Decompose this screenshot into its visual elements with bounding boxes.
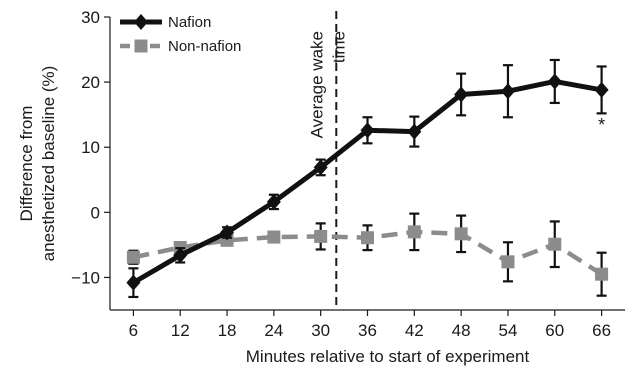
series-non-nafion (126, 212, 609, 297)
x-tick-label: 24 (264, 321, 283, 340)
wake-time-label: Average wake time (307, 31, 348, 138)
y-tick-label: 30 (81, 8, 100, 27)
series-group (126, 58, 609, 299)
data-point (313, 159, 328, 176)
data-point (407, 225, 421, 239)
data-point (314, 229, 328, 243)
x-tick-label: 54 (498, 321, 517, 340)
data-point (595, 267, 609, 281)
data-point (361, 231, 374, 245)
x-axis-label: Minutes relative to start of experiment (246, 347, 530, 366)
x-tick-label: 66 (592, 321, 611, 340)
data-point (501, 255, 515, 269)
y-tick-label: 0 (91, 203, 100, 222)
legend-label: Nafion (168, 14, 211, 31)
data-point (266, 193, 281, 210)
legend: Nafion Non-nafion (120, 14, 241, 55)
data-point (173, 247, 188, 264)
annotations: * (598, 115, 605, 135)
legend-swatch-marker (134, 39, 148, 53)
x-tick-label: 6 (129, 321, 138, 340)
x-tick-label: 60 (545, 321, 564, 340)
legend-label: Non-nafion (168, 38, 241, 55)
x-tick-label: 18 (218, 321, 237, 340)
data-point (500, 83, 515, 100)
data-point (126, 250, 140, 264)
y-tick-label: −10 (71, 268, 100, 287)
x-tick-label: 30 (311, 321, 330, 340)
data-point (267, 230, 281, 244)
y-tick-label: 10 (81, 138, 100, 157)
legend-swatch-marker (134, 14, 148, 30)
x-tick-label: 48 (452, 321, 471, 340)
data-point (548, 237, 562, 251)
data-point (220, 224, 235, 241)
y-axis-label: Difference from anesthetized baseline (%) (17, 66, 58, 262)
data-point (407, 123, 422, 140)
wake-time-label-line: time (329, 31, 348, 63)
y-tick-label: 20 (81, 73, 100, 92)
y-axis-label-line: Difference from (17, 106, 36, 222)
x-tick-label: 42 (405, 321, 424, 340)
data-point (547, 73, 562, 90)
y-axis-label-line: anesthetized baseline (%) (39, 66, 58, 262)
significance-asterisk: * (598, 115, 605, 135)
average-wake-time-line: Average wake time (307, 11, 348, 310)
x-tick-label: 36 (358, 321, 377, 340)
x-tick-label: 12 (171, 321, 190, 340)
data-point (360, 122, 375, 139)
axes: −10 0 10 20 30 6 12 18 24 30 36 42 48 54 60 66 Minutes r… (17, 8, 625, 366)
data-point (126, 274, 141, 291)
data-point (454, 86, 469, 103)
series-nafion (126, 58, 609, 299)
data-point (594, 81, 609, 98)
data-point (454, 227, 468, 241)
wake-time-label-line: Average wake (307, 31, 326, 138)
